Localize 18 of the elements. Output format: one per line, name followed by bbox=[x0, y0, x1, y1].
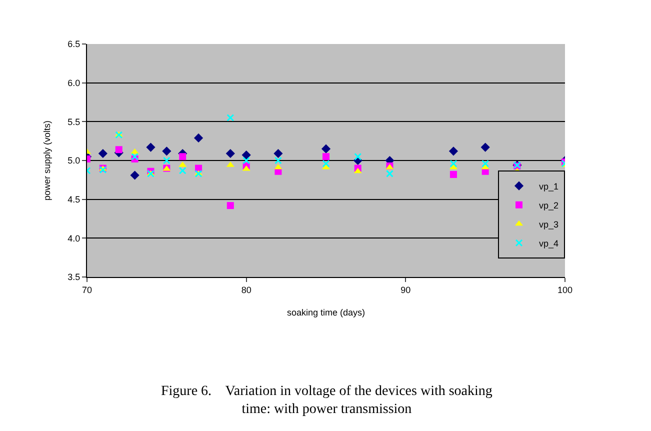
x-tick-label: 70 bbox=[82, 284, 92, 295]
y-tick-label: 3.5 bbox=[68, 272, 80, 282]
caption: Figure 6. Variation in voltage of the devices with soaking time: with power transmission bbox=[161, 384, 492, 418]
x-axis-title: soaking time (days) bbox=[286, 308, 366, 318]
y-tick-label: 5.0 bbox=[68, 156, 80, 166]
y-tick-label: 5.5 bbox=[68, 116, 80, 127]
x-tick-label: 100 bbox=[557, 284, 573, 295]
legend-label: vp_2 bbox=[539, 200, 559, 210]
y-tick-label: 6.0 bbox=[68, 78, 80, 88]
legend-label: vp_3 bbox=[539, 219, 559, 230]
y-tick-label: 4.0 bbox=[68, 233, 80, 244]
legend-label: vp_4 bbox=[539, 238, 559, 248]
y-tick-label: 6.5 bbox=[68, 39, 80, 50]
y-axis-title: power supply (volts) bbox=[42, 120, 52, 201]
y-tick-label: 4.5 bbox=[68, 194, 80, 204]
x-tick-label: 80 bbox=[241, 284, 252, 295]
x-tick-label: 90 bbox=[400, 284, 411, 295]
legend-label: vp_1 bbox=[539, 181, 559, 192]
